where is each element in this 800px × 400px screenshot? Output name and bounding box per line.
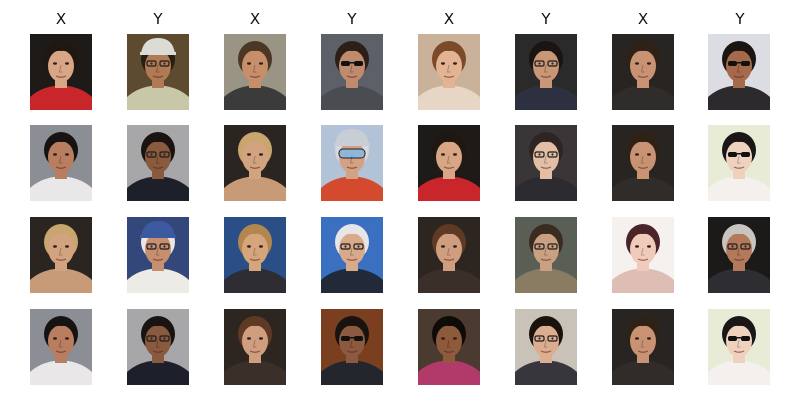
face-image [224,125,286,201]
face-image [418,125,480,201]
column-header: Y [153,10,163,28]
column-header: Y [541,10,551,28]
face-image [612,125,674,201]
face-image [127,125,189,201]
face-image [127,217,189,293]
face-image [30,125,92,201]
face-image [708,125,770,201]
column-header: Y [347,10,357,28]
face-image [418,309,480,385]
face-image [515,217,577,293]
face-image [127,34,189,110]
face-image [30,217,92,293]
face-image [321,125,383,201]
column-header: X [637,10,649,28]
face-image [224,34,286,110]
column-header: Y [735,10,745,28]
face-image [708,217,770,293]
face-image [127,309,189,385]
column-header: X [249,10,261,28]
face-image [321,217,383,293]
column-header: X [55,10,67,28]
face-image [515,309,577,385]
face-image [708,34,770,110]
face-image [612,309,674,385]
face-image [418,217,480,293]
face-image [321,34,383,110]
column-header: X [443,10,455,28]
face-image [30,309,92,385]
face-image [224,309,286,385]
face-image [515,125,577,201]
face-image [224,217,286,293]
face-image [708,309,770,385]
face-image [321,309,383,385]
face-image [515,34,577,110]
face-image [612,217,674,293]
face-image [30,34,92,110]
face-image [418,34,480,110]
face-image [612,34,674,110]
